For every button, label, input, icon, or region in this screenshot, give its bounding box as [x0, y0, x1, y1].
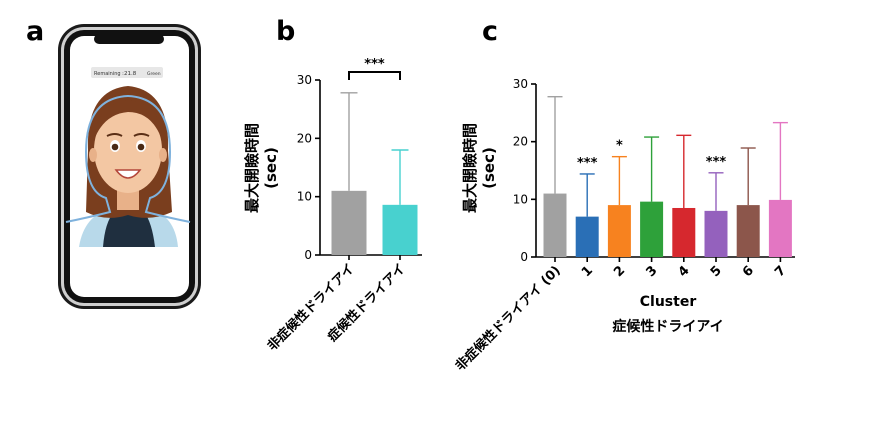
panel-letter-b: b [276, 16, 295, 47]
pupil-right [137, 143, 145, 151]
chart-c-ylabel-line2: (sec) [480, 147, 498, 189]
chart-c-xlabel: Cluster [640, 294, 697, 310]
chart-c-bar [640, 201, 664, 257]
chart-c-category-label: 7 [772, 263, 789, 280]
chart-c-significance: *** [577, 156, 598, 171]
status-value: 21.8 [124, 71, 137, 77]
chart-c-bar [704, 210, 728, 257]
chart-c-ylabel: 最大開瞼時間 (sec) [461, 123, 498, 213]
face-guide-left [65, 151, 112, 223]
chart-b-ylabel-line1: 最大開瞼時間 [243, 123, 261, 213]
chart-c-xlabel2: 症候性ドライアイ [612, 318, 723, 335]
hair-fringe [94, 100, 162, 140]
mouth [114, 169, 142, 179]
status-pill [91, 67, 163, 78]
top [103, 212, 155, 247]
chart-c-bar [768, 199, 792, 257]
chart-c-bar [543, 193, 567, 257]
ear-left [89, 148, 97, 162]
chart-c: 最大開瞼時間 (sec) 0 10 20 30 非症候性ドライアイ (0) 1 *** 2 * 3… [452, 77, 795, 374]
chart-c-bar [672, 207, 696, 257]
chart-b-ylabel: 最大開瞼時間 (sec) [243, 123, 280, 213]
brow-left [106, 133, 123, 137]
chart-b-bar [331, 190, 367, 255]
chart-b-ytick-label: 20 [297, 131, 312, 145]
chart-c-ytick-label: 20 [513, 135, 528, 149]
face-guide-right [85, 94, 191, 223]
chart-c-bar [736, 205, 760, 257]
chart-b-ytick-label: 10 [297, 190, 312, 204]
chart-c-category-label: 2 [611, 263, 628, 280]
face [94, 107, 162, 193]
status-label: Remaining : [94, 71, 124, 77]
chart-b-bar [382, 204, 418, 255]
chart-c-ytick-label: 10 [513, 192, 528, 206]
chart-c-category-label: 4 [676, 263, 693, 280]
chart-c-category-label: 1 [579, 263, 596, 280]
phone-notch [94, 34, 164, 44]
chart-c-ytick-label: 30 [513, 77, 528, 91]
chart-b-category-label: 非症候性ドライアイ [264, 261, 358, 355]
chart-b-ytick-label: 0 [304, 248, 312, 262]
chart-c-ylabel-line1: 最大開瞼時間 [461, 123, 479, 213]
chart-c-bar [575, 216, 599, 257]
chart-b-significance: *** [364, 57, 385, 72]
chart-c-significance: * [616, 139, 623, 154]
phone-illustration: Remaining : 21.8 Green [58, 24, 201, 309]
chart-b-ytick-label: 30 [297, 73, 312, 87]
panel-letter-a: a [26, 16, 44, 47]
chart-c-category-label: 3 [643, 263, 660, 280]
chart-b-ylabel-line2: (sec) [262, 147, 280, 189]
chart-c-significance: *** [706, 155, 727, 170]
ear-right [159, 148, 167, 162]
chart-b-significance-bracket [348, 71, 401, 80]
chart-c-category-label: 5 [708, 263, 725, 280]
panel-letter-c: c [482, 16, 498, 47]
chart-c-ytick-label: 0 [520, 250, 528, 264]
brow-right [133, 133, 150, 137]
chart-c-bar [607, 205, 631, 257]
pupil-left [111, 143, 119, 151]
chart-c-category-label: 6 [740, 263, 757, 280]
chart-c-category-label: 非症候性ドライアイ (0) [452, 263, 564, 375]
status-unit: Green [147, 71, 161, 77]
